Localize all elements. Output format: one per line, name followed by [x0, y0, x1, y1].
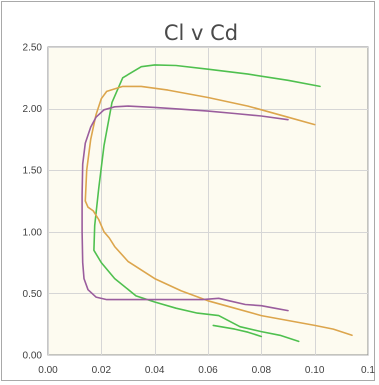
x-tick-label: 0.10 — [305, 365, 325, 376]
y-tick-label: 0.50 — [23, 289, 43, 300]
series-line — [84, 85, 353, 337]
x-tick-label: 0.08 — [252, 365, 272, 376]
y-axis-ticks: 0.00 0.50 1.00 1.50 2.00 2.50 — [23, 43, 43, 362]
series-line — [81, 105, 289, 312]
y-tick-label: 2.50 — [23, 43, 43, 54]
series-group — [81, 64, 353, 343]
y-tick-label: 1.00 — [23, 227, 43, 238]
series-line — [93, 64, 321, 343]
x-axis-ticks: 0.00 0.02 0.04 0.06 0.08 0.10 0.1 — [38, 365, 375, 376]
x-tick-label: 0.00 — [38, 365, 58, 376]
x-tick-label: 0.04 — [145, 365, 165, 376]
y-tick-label: 2.00 — [23, 104, 43, 115]
x-tick-label: 0.06 — [198, 365, 218, 376]
y-tick-label: 0.00 — [23, 351, 43, 362]
x-tick-label: 0.02 — [92, 365, 112, 376]
x-tick-label: 0.1 — [361, 365, 375, 376]
chart-title: Cl v Cd — [164, 21, 238, 45]
series-line — [212, 324, 263, 338]
grid — [48, 47, 369, 356]
y-tick-label: 1.50 — [23, 166, 43, 177]
